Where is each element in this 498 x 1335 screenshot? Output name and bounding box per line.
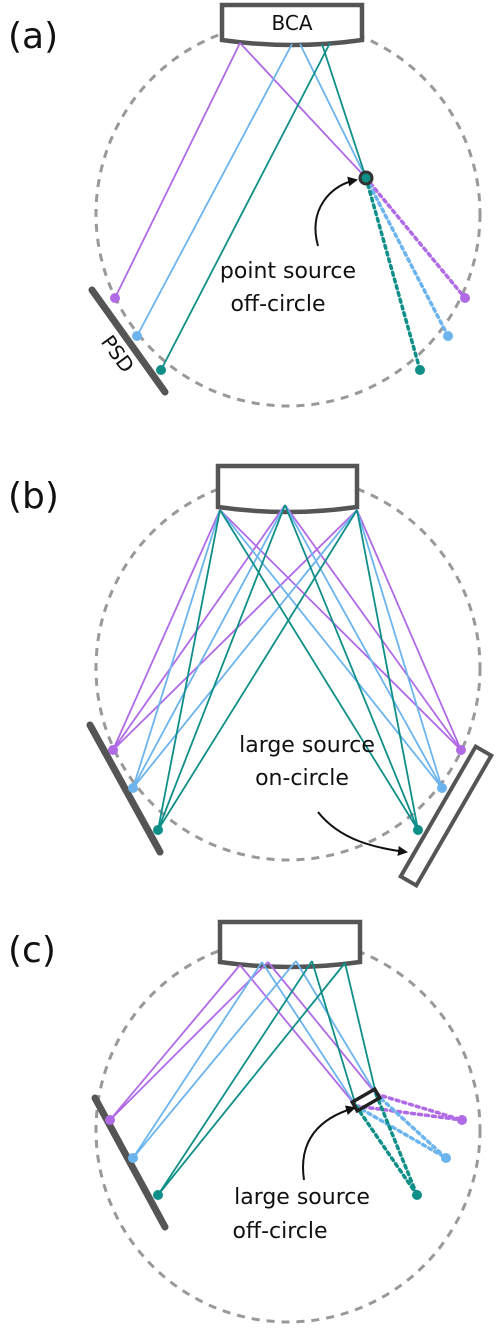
psd-detector bbox=[88, 286, 169, 396]
bca-crystal bbox=[215, 463, 360, 515]
ray bbox=[114, 42, 241, 299]
shapes bbox=[86, 2, 495, 1324]
annotation: off-circle bbox=[232, 1219, 327, 1244]
ray bbox=[344, 962, 377, 1095]
panel-label: (b) bbox=[8, 476, 59, 517]
dotted-ray bbox=[354, 1104, 448, 1160]
arrow bbox=[317, 811, 408, 856]
dot bbox=[132, 331, 142, 341]
rowland-circle bbox=[94, 474, 482, 862]
ray bbox=[219, 509, 419, 831]
ray bbox=[267, 961, 377, 1095]
ray bbox=[132, 961, 263, 1159]
ray bbox=[239, 964, 357, 1107]
dot bbox=[441, 1153, 451, 1163]
ray bbox=[356, 509, 443, 789]
ray bbox=[132, 504, 286, 789]
dot bbox=[128, 1153, 138, 1163]
dotted-ray bbox=[354, 1104, 419, 1197]
dot bbox=[110, 293, 120, 303]
dotted-ray bbox=[374, 1092, 419, 1197]
dot bbox=[413, 825, 423, 835]
dot bbox=[457, 1115, 467, 1125]
bca-label: BCA bbox=[271, 11, 312, 35]
ray bbox=[109, 961, 269, 1121]
dotted-ray bbox=[364, 176, 450, 338]
psd-detector bbox=[91, 1094, 169, 1231]
dot bbox=[412, 1190, 422, 1200]
dot bbox=[156, 365, 166, 375]
arrow bbox=[314, 176, 358, 247]
ray bbox=[284, 504, 462, 751]
annotation: large source bbox=[239, 733, 375, 758]
bca-crystal bbox=[219, 2, 365, 48]
dotted-ray bbox=[374, 1092, 464, 1122]
ray bbox=[157, 509, 221, 831]
rowland-circle bbox=[94, 936, 482, 1324]
annotation: large source bbox=[234, 1185, 370, 1210]
ray bbox=[295, 960, 377, 1095]
ray bbox=[284, 504, 443, 789]
large-source bbox=[397, 743, 495, 889]
dot bbox=[437, 783, 447, 793]
ray bbox=[132, 960, 297, 1159]
ray bbox=[321, 43, 367, 179]
dotted-ray bbox=[364, 176, 467, 300]
dot bbox=[108, 745, 118, 755]
dot bbox=[153, 1190, 163, 1200]
dotted-ray bbox=[374, 1092, 448, 1160]
ray bbox=[157, 509, 358, 831]
ray bbox=[132, 509, 221, 789]
dot bbox=[460, 293, 470, 303]
ray bbox=[356, 509, 462, 751]
ray bbox=[356, 509, 419, 831]
ray bbox=[109, 964, 241, 1121]
annotation: on-circle bbox=[255, 766, 349, 791]
ray bbox=[284, 504, 419, 831]
bca-crystal bbox=[217, 919, 363, 970]
ray bbox=[112, 504, 286, 751]
panel-label: (c) bbox=[8, 930, 56, 971]
psd-detector bbox=[86, 721, 164, 856]
dot bbox=[415, 365, 425, 375]
ray bbox=[299, 43, 367, 179]
dot bbox=[456, 745, 466, 755]
ray bbox=[112, 509, 358, 751]
ray bbox=[311, 960, 357, 1107]
dot bbox=[128, 783, 138, 793]
arrow bbox=[302, 1105, 356, 1181]
dot bbox=[443, 331, 453, 341]
ray bbox=[112, 509, 221, 751]
dot bbox=[153, 825, 163, 835]
ray bbox=[157, 504, 286, 831]
dotted-ray bbox=[364, 176, 422, 372]
ray bbox=[160, 42, 331, 371]
ray bbox=[132, 509, 358, 789]
panel-label: (a) bbox=[8, 16, 58, 57]
point-source bbox=[358, 170, 374, 186]
ray bbox=[261, 961, 357, 1107]
dotted-ray bbox=[354, 1104, 464, 1122]
annotation: off-circle bbox=[230, 292, 325, 317]
annotation: point source bbox=[220, 259, 356, 284]
ray bbox=[239, 42, 367, 179]
ray bbox=[136, 43, 293, 337]
dot bbox=[105, 1115, 115, 1125]
ray bbox=[157, 960, 313, 1196]
ray bbox=[157, 962, 346, 1196]
rowland-circle bbox=[94, 20, 482, 408]
